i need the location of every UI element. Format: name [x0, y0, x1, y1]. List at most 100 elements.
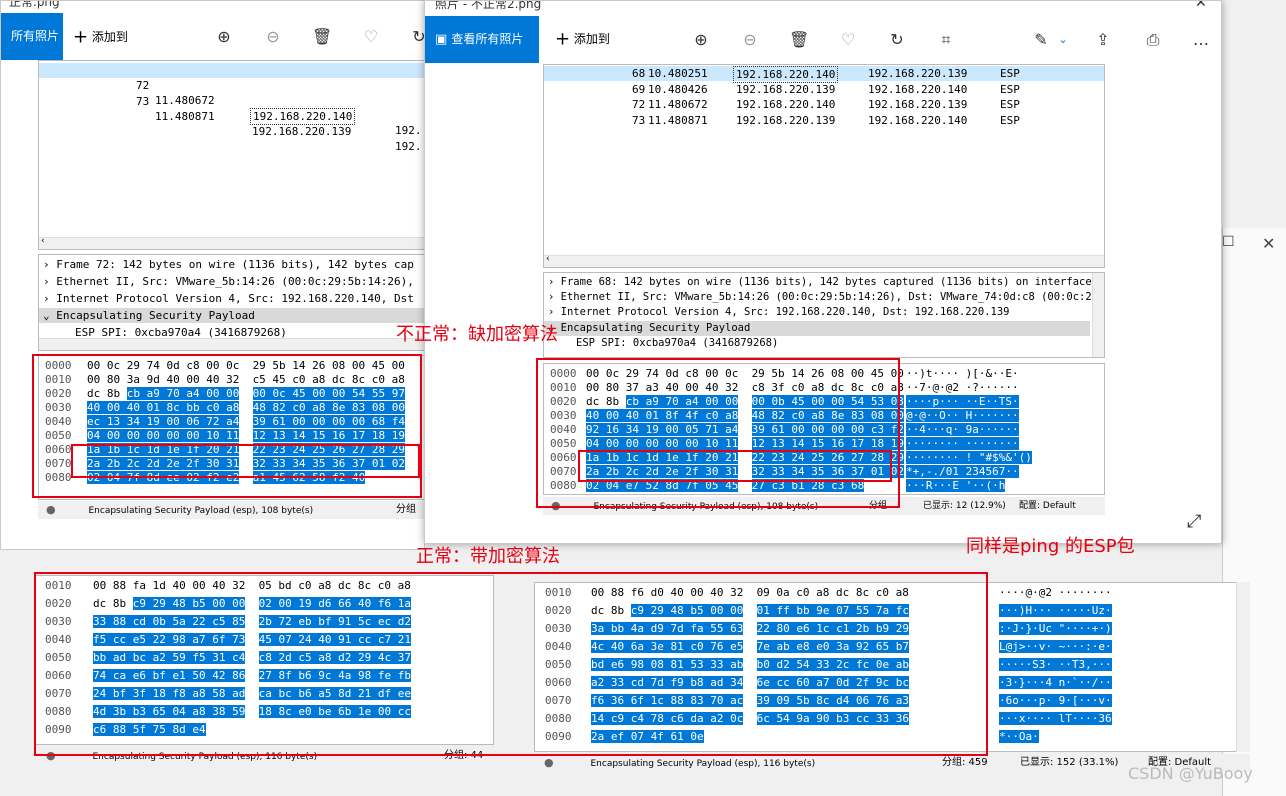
hex-row[interactable]: 0070 2a 2b 2c 2d 2e 2f 30 31 32 33 34 35 … [544, 464, 1104, 479]
ascii-bytes: ··4···q· 9a······ [906, 423, 1019, 436]
vertical-scrollbar[interactable] [1092, 273, 1104, 357]
hex-row[interactable]: 0030 3a bb 4a d9 7d fa 55 63 22 80 e6 1c … [535, 621, 1249, 636]
photos-icon: ▣ [435, 32, 452, 47]
hex-row[interactable]: 0040 ec 13 34 19 00 06 72 a4 39 61 00 00 … [39, 414, 424, 429]
hex-bytes: 40 00 40 01 8f 4f c0 a8 48 82 c0 a8 8e 8… [586, 409, 904, 422]
add-to-button[interactable]: + 添加到 [73, 27, 128, 48]
hex-row[interactable]: 0080 02 04 7f 8d ee 02 f2 e2 a1 45 62 58 … [39, 470, 424, 485]
hex-row[interactable]: 0090 c6 88 5f 75 8d e4 [35, 722, 493, 737]
favorite-icon[interactable]: ♡ [363, 27, 379, 46]
edit-icon[interactable]: ✎ [1034, 30, 1048, 49]
detail-text: ESP SPI: 0xcba970a4 (3416879268) [75, 326, 287, 339]
packet-row[interactable]: 72 11.480672 192.168.220.140 192.168.220.13… [544, 97, 1104, 112]
view-all-photos-button[interactable]: ▣ 查看所有照片 [425, 16, 539, 63]
hex-row[interactable]: 0020 dc 8b cb a9 70 a4 00 00 00 0c 45 00 … [39, 386, 424, 401]
hex-row[interactable]: 0060 74 ca e6 bf e1 50 42 86 27 8f b6 9c … [35, 668, 493, 683]
hex-row[interactable]: 0040 f5 cc e5 22 98 a7 6f 73 45 07 24 40 … [35, 632, 493, 647]
hex-row[interactable]: 0030 40 00 40 01 8f 4f c0 a8 48 82 c0 a8 … [544, 408, 1104, 423]
rotate-icon[interactable]: ↻ [890, 30, 904, 49]
detail-row[interactable]: ⌄ Encapsulating Security Payload [544, 321, 1090, 336]
packet-row[interactable]: 73 11.480871 192.168.220.139 192.168.220.14… [544, 113, 1104, 128]
horizontal-scrollbar[interactable]: ‹ [544, 254, 1104, 267]
annotation-box-normal [34, 572, 988, 756]
hex-row[interactable]: 0080 4d 3b b3 65 04 a8 38 59 18 8c e0 be … [35, 704, 493, 719]
vertical-scrollbar[interactable] [1236, 582, 1250, 752]
detail-row[interactable]: › Frame 72: 142 bytes on wire (1136 bits… [43, 257, 414, 272]
expand-arrow-icon: › [43, 275, 57, 288]
hex-row[interactable]: 0010 00 80 37 a3 40 00 40 32 c8 3f c0 a8 … [544, 380, 1104, 395]
hex-row[interactable]: 0070 f6 36 6f 1c 88 83 70 ac 39 09 5b 8c … [535, 693, 1249, 708]
share-icon[interactable]: ⇪ [1096, 30, 1110, 49]
watermark: CSDN @YuBooy [1128, 764, 1253, 783]
packet-src: 192.168.220.140 [250, 108, 356, 125]
detail-row[interactable]: › Internet Protocol Version 4, Src: 192.… [548, 305, 1010, 320]
expand-arrow-icon: › [548, 291, 561, 303]
more-icon[interactable]: … [1193, 30, 1209, 49]
zoom-out-icon[interactable]: ⊖ [266, 27, 280, 46]
background-window-close-icon[interactable]: ✕ [1262, 234, 1276, 253]
zoom-out-icon[interactable]: ⊖ [743, 30, 757, 49]
favorite-icon[interactable]: ♡ [840, 30, 856, 49]
hex-bytes: 40 00 40 01 8c bb c0 a8 48 82 c0 a8 8e 8… [87, 401, 405, 414]
hex-row[interactable]: 0070 24 bf 3f 18 f8 a8 58 ad ca bc b6 a5 … [35, 686, 493, 701]
hex-row[interactable]: 0050 bb ad bc a2 59 f5 31 c4 c8 2d c5 a8 … [35, 650, 493, 665]
chevron-down-icon[interactable]: ⌄ [1058, 33, 1068, 46]
hex-row[interactable]: 0060 a2 33 cd 7d f9 b8 ad 34 6e cc 60 a7 … [535, 675, 1249, 690]
hex-row[interactable]: 0030 40 00 40 01 8c bb c0 a8 48 82 c0 a8 … [39, 400, 424, 415]
crop-icon[interactable]: ⌗ [941, 30, 951, 49]
hex-row[interactable]: 0020 dc 8b c9 29 48 b5 00 00 01 ff bb 9e … [535, 603, 1249, 618]
print-icon[interactable]: ⎙ [1146, 30, 1160, 49]
hex-offset: 0050 [45, 429, 72, 442]
hex-row[interactable]: 0010 00 80 3a 9d 40 00 40 32 c5 45 c0 a8 … [39, 372, 424, 387]
status-group: 分组 [396, 504, 416, 515]
detail-row[interactable]: › Frame 68: 142 bytes on wire (1136 bits… [548, 275, 1092, 290]
horizontal-scrollbar[interactable]: ‹ [39, 236, 424, 249]
detail-row[interactable]: › Ethernet II, Src: VMware_5b:14:26 (00:… [43, 274, 414, 289]
packet-no: 72 [136, 79, 150, 92]
hex-bytes: f5 cc e5 22 98 a7 6f 73 45 07 24 40 91 c… [93, 633, 411, 646]
hex-row[interactable]: 0010 00 88 f6 d0 40 00 40 32 09 0a c0 a8 … [535, 585, 1249, 600]
hex-row[interactable]: 0090 2a ef 07 4f 61 0e *··Oa· [535, 729, 1249, 744]
expand-fullscreen-icon[interactable]: ⤢ [1187, 511, 1202, 532]
hex-row[interactable]: 0050 04 00 00 00 00 00 10 11 12 13 14 15 … [39, 428, 424, 443]
detail-row[interactable]: › Ethernet II, Src: VMware_5b:14:26 (00:… [548, 290, 1092, 305]
hex-row[interactable]: 0000 00 0c 29 74 0d c8 00 0c 29 5b 14 26 … [544, 366, 1104, 381]
packet-row[interactable]: 72 11.480672 192.168.220.140 192. [39, 63, 424, 137]
detail-row[interactable]: ⌄ Encapsulating Security Payload [39, 308, 424, 323]
hex-row[interactable]: 0020 dc 8b cb a9 70 a4 00 00 00 0b 45 00 … [544, 394, 1104, 409]
hex-row[interactable]: 0080 02 04 e7 52 8d 7f 05 45 27 c3 b1 28 … [544, 478, 1104, 493]
packet-row[interactable]: 68 10.480251 192.168.220.140 192.168.220.13… [544, 66, 1104, 83]
detail-row[interactable]: ESP SPI: 0xcba970a4 (3416879268) [576, 336, 778, 351]
horizontal-scrollbar[interactable] [39, 338, 424, 350]
hex-row[interactable]: 0030 33 88 cd 0b 5a 22 c5 85 2b 72 eb bf … [35, 614, 493, 629]
hex-row[interactable]: 0050 04 00 00 00 00 00 10 11 12 13 14 15 … [544, 436, 1104, 451]
view-all-photos-button[interactable]: 所有照片 [1, 13, 63, 60]
hex-row[interactable]: 0040 4c 40 6a 3e 81 c0 76 e5 7e ab e8 e0 … [535, 639, 1249, 654]
hex-row[interactable]: 0080 14 c9 c4 78 c6 da a2 0c 6c 54 9a 90 … [535, 711, 1249, 726]
add-to-button[interactable]: + 添加到 [555, 29, 610, 50]
detail-row[interactable]: ESP SPI: 0xcba970a4 (3416879268) [75, 325, 287, 340]
hex-row[interactable]: 0060 1a 1b 1c 1d 1e 1f 20 21 22 23 24 25 … [39, 442, 424, 457]
packet-row[interactable]: 69 10.480426 192.168.220.139 192.168.220.14… [544, 82, 1104, 97]
hex-row[interactable]: 0020 dc 8b c9 29 48 b5 00 00 02 00 19 d6 … [35, 596, 493, 611]
hex-bytes: 04 00 00 00 00 00 10 11 12 13 14 15 16 1… [586, 437, 904, 450]
delete-icon[interactable]: 🗑 [789, 30, 810, 49]
hex-bytes: 00 80 3a 9d 40 00 40 32 c5 45 c0 a8 dc 8… [87, 373, 405, 386]
hex-row[interactable]: 0010 00 88 fa 1d 40 00 40 32 05 bd c0 a8 … [35, 578, 493, 593]
rotate-icon[interactable]: ↻ [412, 27, 425, 46]
hex-bytes: bb ad bc a2 59 f5 31 c4 c8 2d c5 a8 d2 2… [93, 651, 411, 664]
close-window-icon[interactable]: ✕ [1195, 0, 1207, 11]
ascii-bytes: ··)t···· )[·&··E· [906, 367, 1019, 380]
hex-row[interactable]: 0070 2a 2b 2c 2d 2e 2f 30 31 32 33 34 35 … [39, 456, 424, 471]
zoom-in-icon[interactable]: ⊕ [217, 27, 231, 46]
zoom-in-icon[interactable]: ⊕ [694, 30, 708, 49]
packet-row[interactable]: 73 11.480871 192.168.220.139 192. [39, 79, 424, 153]
delete-icon[interactable]: 🗑 [312, 27, 333, 46]
hex-row[interactable]: 0000 00 0c 29 74 0d c8 00 0c 29 5b 14 26 … [39, 358, 424, 373]
hex-row[interactable]: 0040 92 16 34 19 00 05 71 a4 39 61 00 00 … [544, 422, 1104, 437]
detail-row[interactable]: › Internet Protocol Version 4, Src: 192.… [43, 291, 414, 306]
hex-row[interactable]: 0050 bd e6 98 08 81 53 33 ab b0 d2 54 33 … [535, 657, 1249, 672]
hex-offset: 0020 [545, 604, 572, 617]
hex-row[interactable]: 0060 1a 1b 1c 1d 1e 1f 20 21 22 23 24 25 … [544, 450, 1104, 465]
background-window-maximize-icon[interactable]: ☐ [1222, 234, 1235, 250]
